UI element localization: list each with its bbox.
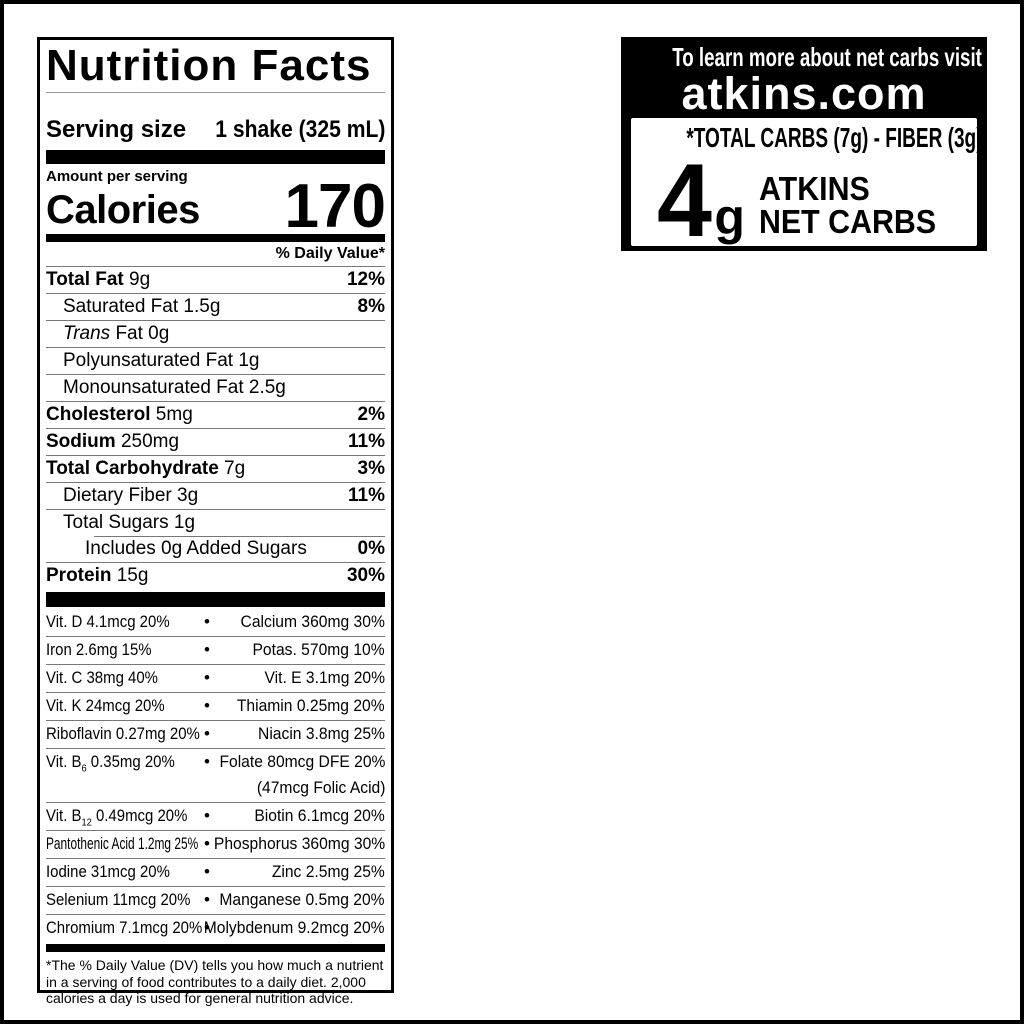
vitamin-row-chromium-molybdenum: Chromium 7.1mcg 20% • Molybdenum 9.2mcg … (46, 914, 385, 942)
vitamin-row-k-thiamin: Vit. K 24mcg 20% • Thiamin 0.25mg 20% (46, 692, 385, 720)
nutrient-row-added-sugars: Includes 0g Added Sugars 0% (46, 536, 385, 562)
title-rule (46, 92, 385, 93)
net-carbs-unit: g (714, 189, 745, 245)
nutrient-row-polyunsaturated-fat: Polyunsaturated Fat 1g (46, 347, 385, 374)
serving-size-value: 1 shake (325 mL) (214, 116, 385, 143)
daily-value-header: % Daily Value* (46, 242, 385, 267)
dv-value: 2% (357, 404, 385, 425)
vitamin-row-iron-potassium: Iron 2.6mg 15% • Potas. 570mg 10% (46, 636, 385, 664)
dv-value: 3% (357, 458, 385, 479)
bullet-separator: • (204, 862, 210, 881)
thick-divider (46, 234, 385, 242)
net-carbs-formula: *TOTAL CARBS (7g) - FIBER (3g) = (686, 122, 977, 153)
thick-divider (46, 592, 385, 607)
nutrient-row-protein: Protein 15g 30% (46, 562, 385, 589)
serving-size-row: Serving size 1 shake (325 mL) (46, 115, 385, 145)
bullet-separator: • (204, 890, 210, 909)
dv-value: 30% (346, 565, 385, 586)
bullet-separator: • (204, 806, 210, 825)
bullet-separator: • (204, 612, 210, 631)
dv-value: 11% (348, 431, 385, 452)
vitamin-row-b6-folate: Vit. B6 0.35mg 20% • Folate 80mcg DFE 20… (46, 748, 385, 802)
brand-line1: ATKINS (758, 170, 870, 207)
nutrient-row-total-carbohydrate: Total Carbohydrate 7g 3% (46, 455, 385, 482)
nutrient-row-monounsaturated-fat: Monounsaturated Fat 2.5g (46, 374, 385, 401)
net-carbs-intro: To learn more about net carbs visit (672, 42, 982, 72)
bullet-separator: • (204, 918, 210, 937)
net-carbs-amount: 4 (656, 143, 712, 246)
dv-value: 12% (346, 269, 385, 290)
vitamins-section: Vit. D 4.1mcg 20% • Calcium 360mg 30% Ir… (46, 609, 385, 942)
bullet-separator: • (204, 668, 210, 687)
calories-label: Calories (46, 188, 200, 232)
thick-divider (46, 944, 385, 952)
net-carbs-calc-box: *TOTAL CARBS (7g) - FIBER (3g) = 4 g ATK… (631, 118, 977, 246)
panel-title: Nutrition Facts (46, 41, 372, 90)
nutrition-facts-panel: Nutrition Facts Serving size 1 shake (32… (37, 37, 394, 1006)
bullet-separator: • (204, 752, 210, 771)
dv-value: 11% (348, 485, 385, 506)
vitamin-row-riboflavin-niacin: Riboflavin 0.27mg 20% • Niacin 3.8mg 25% (46, 720, 385, 748)
nutrient-row-trans-fat: Trans Fat 0g (46, 320, 385, 347)
nutrient-row-total-sugars: Total Sugars 1g (46, 509, 385, 536)
serving-size-label: Serving size (46, 116, 187, 143)
calories-value: 170 (284, 172, 386, 241)
nutrient-row-dietary-fiber: Dietary Fiber 3g 11% (46, 482, 385, 509)
nutrient-row-saturated-fat: Saturated Fat 1.5g 8% (46, 293, 385, 320)
vitamin-row-selenium-manganese: Selenium 11mcg 20% • Manganese 0.5mg 20% (46, 886, 385, 914)
bullet-separator: • (204, 696, 210, 715)
net-carbs-result: 4 g ATKINS NET CARBS (631, 143, 977, 246)
bullet-separator: • (204, 640, 210, 659)
net-carbs-brand: ATKINS NET CARBS (759, 172, 936, 240)
thick-divider (46, 150, 385, 164)
vitamin-row-pantothenic-phosphorus: Pantothenic Acid 1.2mg 25% • Phosphorus … (46, 830, 385, 858)
vitamin-row-d-calcium: Vit. D 4.1mcg 20% • Calcium 360mg 30% (46, 609, 385, 636)
bullet-separator: • (204, 724, 210, 743)
nutrient-row-cholesterol: Cholesterol 5mg 2% (46, 401, 385, 428)
dv-value: 8% (357, 296, 385, 317)
nutrient-row-sodium: Sodium 250mg 11% (46, 428, 385, 455)
vitamin-row-iodine-zinc: Iodine 31mcg 20% • Zinc 2.5mg 25% (46, 858, 385, 886)
atkins-url: atkins.com (681, 68, 927, 119)
footnote-text: *The % Daily Value (DV) tells you how mu… (46, 957, 384, 1006)
vitamin-row-b12-biotin: Vit. B12 0.49mcg 20% • Biotin 6.1mcg 20% (46, 802, 385, 830)
dv-value: 0% (357, 538, 385, 559)
brand-line2: NET CARBS (758, 203, 937, 240)
bullet-separator: • (204, 834, 210, 853)
nutrient-row-total-fat: Total Fat 9g 12% (46, 269, 385, 290)
vitamin-row-c-e: Vit. C 38mg 40% • Vit. E 3.1mg 20% (46, 664, 385, 692)
net-carbs-panel: To learn more about net carbs visit atki… (621, 37, 987, 251)
amount-per-serving-label: Amount per serving (46, 168, 188, 185)
calories-row: Calories 170 (46, 172, 386, 241)
